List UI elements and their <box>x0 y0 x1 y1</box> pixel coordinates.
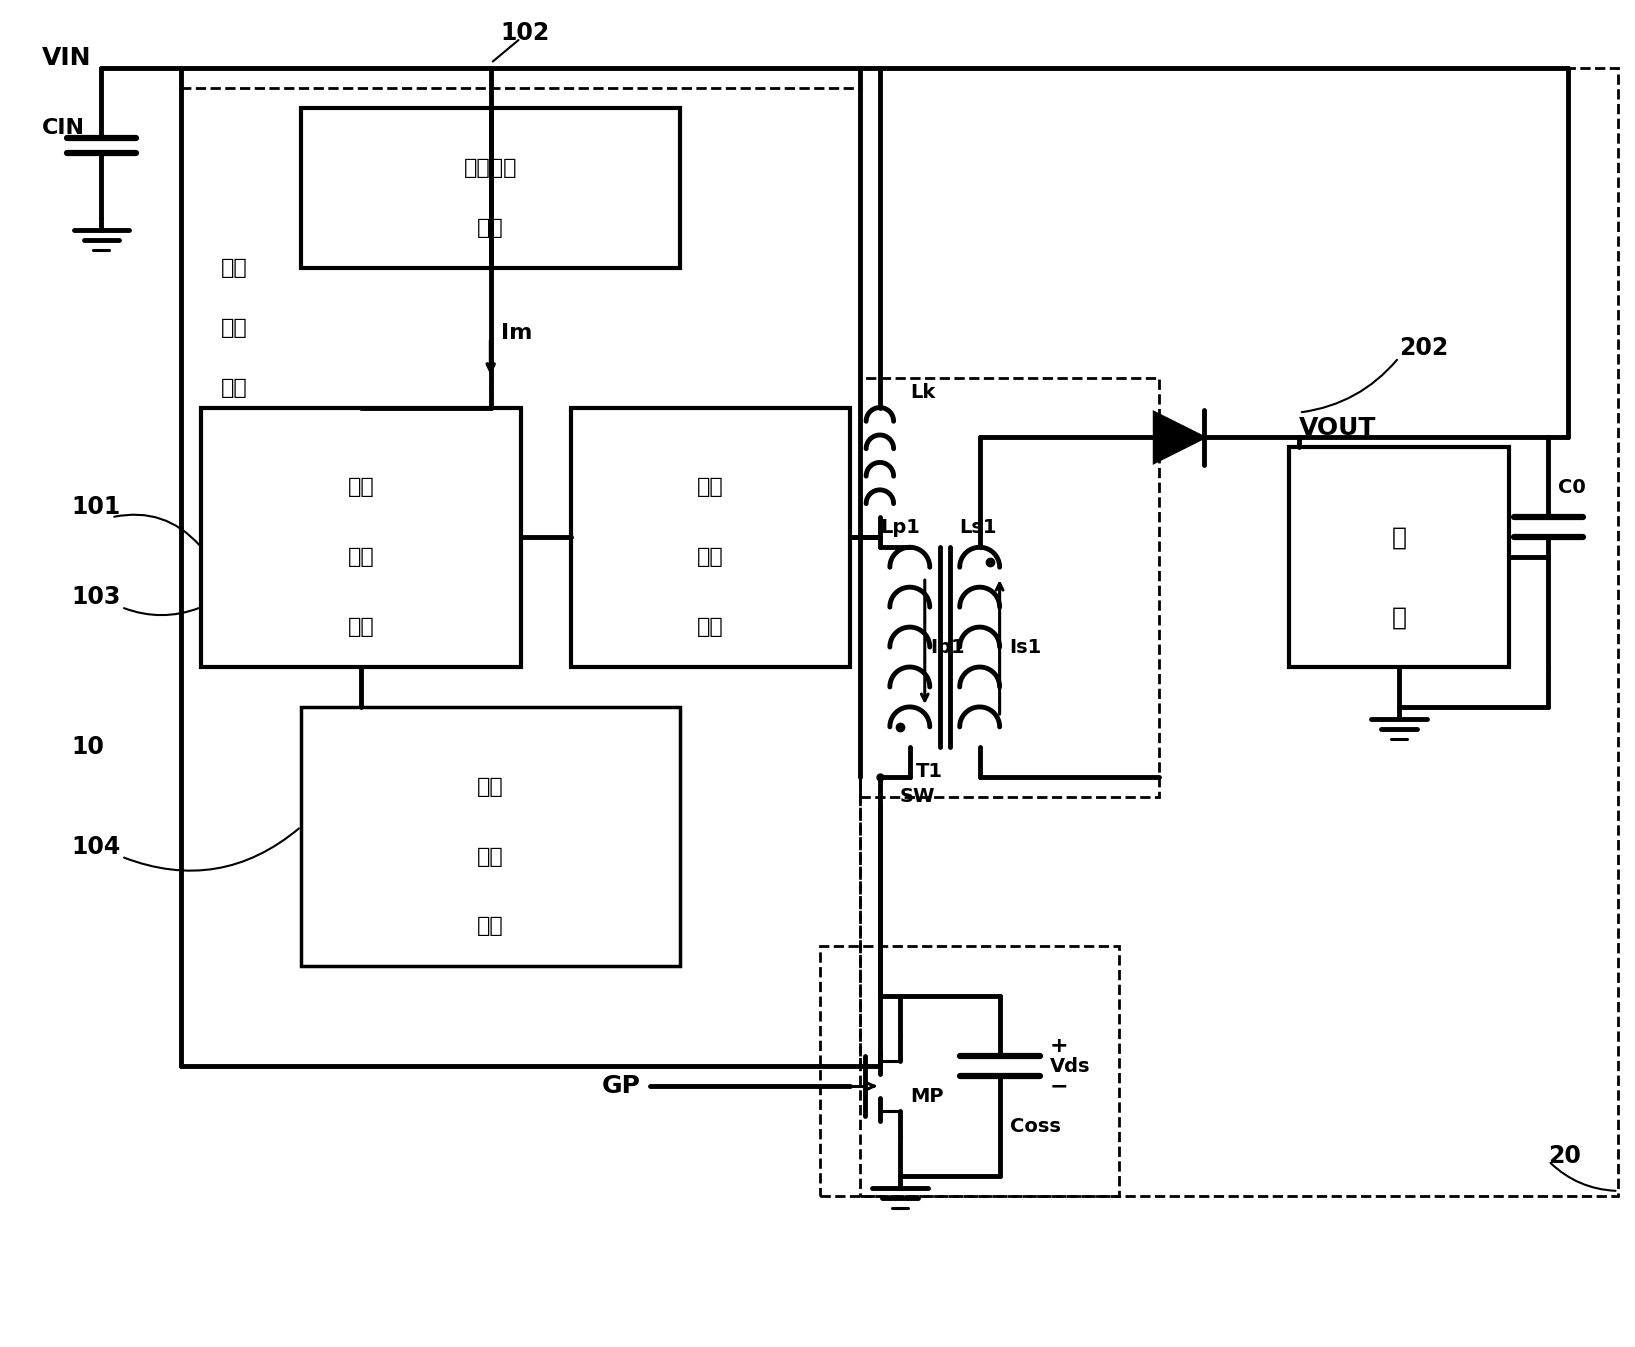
Text: 模块: 模块 <box>477 916 504 936</box>
Text: 模块: 模块 <box>697 617 724 637</box>
Text: C0: C0 <box>1558 478 1586 497</box>
FancyArrowPatch shape <box>124 828 299 870</box>
Text: VIN: VIN <box>41 46 92 70</box>
FancyArrowPatch shape <box>492 40 518 62</box>
Text: VOUT: VOUT <box>1298 415 1377 439</box>
Bar <box>860 69 1619 1196</box>
Text: 103: 103 <box>72 585 121 609</box>
Text: 载: 载 <box>1391 605 1406 629</box>
Text: MP: MP <box>909 1087 943 1106</box>
Text: 模块: 模块 <box>348 617 374 637</box>
Text: Lk: Lk <box>909 383 935 403</box>
Text: 存储: 存储 <box>477 847 504 866</box>
Text: 20: 20 <box>1548 1144 1581 1168</box>
Text: 吸收: 吸收 <box>221 318 249 338</box>
Text: GP: GP <box>602 1074 641 1098</box>
Text: Ls1: Ls1 <box>960 517 997 537</box>
Bar <box>201 408 520 667</box>
FancyArrowPatch shape <box>1301 360 1396 412</box>
Text: 能量: 能量 <box>477 777 504 797</box>
FancyArrowPatch shape <box>1550 1162 1615 1191</box>
Text: Lp1: Lp1 <box>880 517 921 537</box>
Text: Vds: Vds <box>1050 1056 1091 1076</box>
Text: Is1: Is1 <box>1009 637 1041 656</box>
Text: Ip1: Ip1 <box>930 637 965 656</box>
Bar <box>301 707 680 966</box>
Text: 负: 负 <box>1391 525 1406 550</box>
Text: T1: T1 <box>916 762 943 781</box>
FancyArrowPatch shape <box>114 515 199 546</box>
Text: +: + <box>1050 1036 1068 1056</box>
Text: 能量: 能量 <box>348 477 374 497</box>
Bar <box>821 947 1120 1196</box>
Text: 传递: 传递 <box>697 547 724 567</box>
Text: 202: 202 <box>1400 335 1449 360</box>
Text: Im: Im <box>500 323 531 342</box>
Bar <box>181 88 860 1067</box>
Text: SW: SW <box>899 787 935 807</box>
Text: 102: 102 <box>500 22 549 46</box>
Text: 转移: 转移 <box>348 547 374 567</box>
Text: −: − <box>1050 1076 1068 1096</box>
Bar <box>860 377 1159 796</box>
Text: 104: 104 <box>72 835 121 858</box>
Text: Coss: Coss <box>1009 1117 1061 1136</box>
Bar <box>301 108 680 268</box>
Text: 漏感: 漏感 <box>221 257 249 277</box>
Text: 101: 101 <box>72 496 121 520</box>
Text: 电路: 电路 <box>221 377 249 397</box>
Bar <box>1288 447 1509 667</box>
Text: 模块: 模块 <box>477 218 504 238</box>
Bar <box>571 408 850 667</box>
FancyArrowPatch shape <box>124 607 199 616</box>
Text: 能量: 能量 <box>697 477 724 497</box>
Polygon shape <box>1154 412 1205 462</box>
Text: 能量缓存: 能量缓存 <box>464 158 517 178</box>
Text: CIN: CIN <box>41 119 85 139</box>
Text: 10: 10 <box>72 735 105 758</box>
